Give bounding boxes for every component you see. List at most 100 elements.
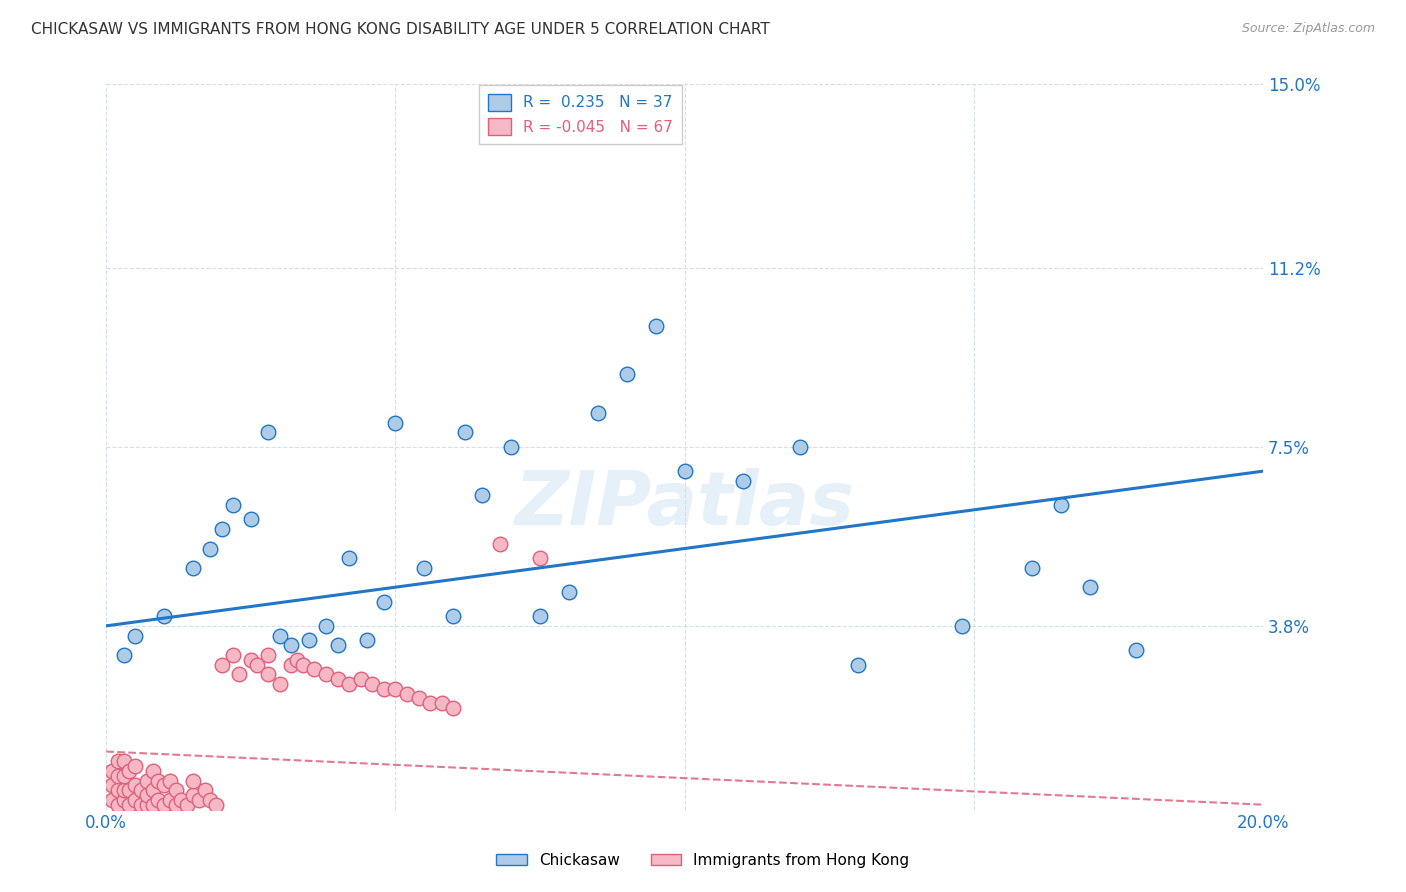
Point — [112, 754, 135, 768]
Point — [471, 488, 494, 502]
Point — [239, 512, 262, 526]
Point — [118, 764, 141, 778]
Point — [135, 797, 157, 812]
Point — [395, 686, 418, 700]
Point — [148, 793, 170, 807]
Point — [315, 619, 337, 633]
Point — [501, 440, 523, 454]
Point — [135, 773, 157, 788]
Point — [384, 681, 406, 696]
Point — [124, 628, 146, 642]
Point — [280, 638, 302, 652]
Point — [148, 773, 170, 788]
Point — [644, 319, 666, 334]
Point — [1021, 561, 1043, 575]
Point — [211, 657, 233, 672]
Text: ZIPatlas: ZIPatlas — [515, 468, 855, 541]
Point — [176, 797, 198, 812]
Point — [269, 628, 291, 642]
Point — [141, 783, 163, 797]
Point — [291, 657, 314, 672]
Point — [731, 474, 754, 488]
Point — [165, 797, 187, 812]
Point — [107, 754, 129, 768]
Point — [558, 585, 581, 599]
Point — [789, 440, 811, 454]
Legend: R =  0.235   N = 37, R = -0.045   N = 67: R = 0.235 N = 37, R = -0.045 N = 67 — [479, 85, 682, 145]
Point — [298, 633, 321, 648]
Point — [337, 677, 360, 691]
Point — [269, 677, 291, 691]
Point — [1078, 580, 1101, 594]
Point — [170, 793, 193, 807]
Point — [246, 657, 269, 672]
Point — [107, 783, 129, 797]
Point — [112, 769, 135, 783]
Point — [141, 764, 163, 778]
Point — [222, 648, 245, 662]
Point — [159, 773, 181, 788]
Point — [181, 773, 204, 788]
Point — [373, 595, 395, 609]
Point — [257, 425, 280, 440]
Point — [187, 793, 209, 807]
Point — [101, 793, 124, 807]
Point — [315, 667, 337, 681]
Point — [153, 778, 176, 792]
Point — [181, 561, 204, 575]
Point — [373, 681, 395, 696]
Point — [200, 793, 222, 807]
Point — [153, 797, 176, 812]
Point — [239, 653, 262, 667]
Point — [326, 672, 349, 686]
Point — [112, 783, 135, 797]
Point — [129, 797, 152, 812]
Point — [419, 696, 441, 710]
Point — [257, 667, 280, 681]
Point — [529, 609, 551, 624]
Point — [361, 677, 384, 691]
Point — [153, 609, 176, 624]
Point — [350, 672, 373, 686]
Point — [124, 793, 146, 807]
Point — [112, 648, 135, 662]
Point — [101, 764, 124, 778]
Point — [200, 541, 222, 556]
Text: Source: ZipAtlas.com: Source: ZipAtlas.com — [1241, 22, 1375, 36]
Point — [205, 797, 228, 812]
Point — [1125, 643, 1147, 657]
Point — [124, 759, 146, 773]
Point — [454, 425, 477, 440]
Point — [384, 416, 406, 430]
Point — [326, 638, 349, 652]
Point — [356, 633, 378, 648]
Point — [118, 797, 141, 812]
Point — [107, 797, 129, 812]
Point — [529, 551, 551, 566]
Point — [193, 783, 215, 797]
Point — [159, 793, 181, 807]
Point — [673, 464, 696, 478]
Point — [112, 793, 135, 807]
Point — [413, 561, 436, 575]
Point — [488, 536, 510, 550]
Point — [430, 696, 453, 710]
Point — [337, 551, 360, 566]
Point — [257, 648, 280, 662]
Point — [124, 778, 146, 792]
Text: CHICKASAW VS IMMIGRANTS FROM HONG KONG DISABILITY AGE UNDER 5 CORRELATION CHART: CHICKASAW VS IMMIGRANTS FROM HONG KONG D… — [31, 22, 769, 37]
Point — [950, 619, 973, 633]
Point — [135, 788, 157, 802]
Point — [101, 778, 124, 792]
Point — [586, 406, 609, 420]
Point — [181, 788, 204, 802]
Point — [118, 783, 141, 797]
Point — [616, 368, 638, 382]
Point — [846, 657, 869, 672]
Point — [285, 653, 308, 667]
Point — [141, 797, 163, 812]
Point — [107, 769, 129, 783]
Point — [304, 662, 326, 676]
Point — [1049, 498, 1071, 512]
Point — [280, 657, 302, 672]
